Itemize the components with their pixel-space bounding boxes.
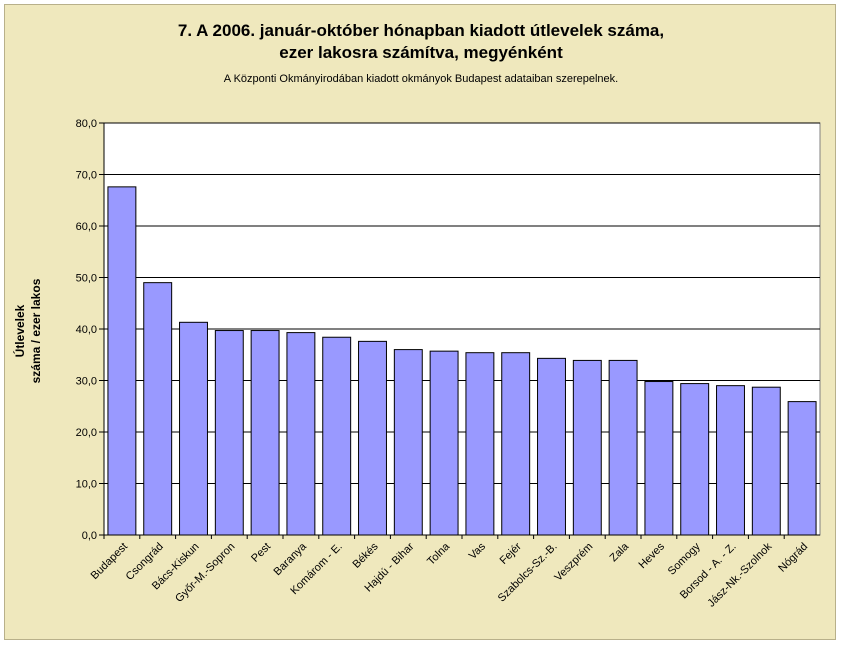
x-tick-label: Tolna (425, 540, 453, 568)
bar (572, 359, 602, 536)
bar (716, 385, 745, 536)
x-tick-label: Jász-Nk.-Szolnok (705, 540, 774, 609)
bar (501, 352, 531, 536)
chart-title: 7. A 2006. január-október hónapban kiado… (177, 21, 665, 40)
bar (214, 330, 244, 536)
x-tick-label: Pest (249, 541, 273, 565)
x-tick-label: Fejér (498, 540, 524, 566)
y-tick-label: 10,0 (76, 479, 97, 491)
bar (358, 340, 387, 536)
bar (286, 332, 316, 536)
y-tick-label: 40,0 (76, 324, 97, 336)
y-tick-label: 70,0 (76, 170, 97, 182)
bar (465, 352, 495, 536)
x-tick-label: Veszprém (552, 541, 595, 584)
bar (107, 186, 137, 536)
chart-title-line2: ezer lakosra számítva, megyénként (279, 43, 563, 62)
bar (680, 383, 710, 536)
bar (751, 386, 781, 536)
y-tick-label: 80,0 (76, 118, 97, 130)
y-tick-label: 20,0 (76, 427, 97, 439)
x-tick-label: Békés (351, 540, 381, 570)
x-tick-label: Vas (467, 540, 489, 562)
bar (393, 349, 423, 536)
bar (250, 330, 280, 536)
bar (608, 359, 638, 536)
y-tick-label: 30,0 (76, 376, 97, 388)
bar (787, 401, 817, 536)
bar (429, 350, 459, 536)
bar (179, 321, 208, 536)
bar (143, 282, 173, 536)
bar (644, 381, 674, 536)
x-tick-label: Zala (608, 540, 632, 564)
x-tick-label: Nógrád (776, 541, 810, 575)
x-tick-label: Heves (636, 540, 667, 571)
chart-subtitle: A Központi Okmányirodában kiadott okmány… (223, 73, 619, 85)
bar (537, 357, 566, 536)
y-tick-label: 0,0 (82, 530, 97, 542)
bar (322, 336, 352, 536)
y-tick-label: 60,0 (76, 221, 97, 233)
y-tick-label: 50,0 (76, 273, 97, 285)
